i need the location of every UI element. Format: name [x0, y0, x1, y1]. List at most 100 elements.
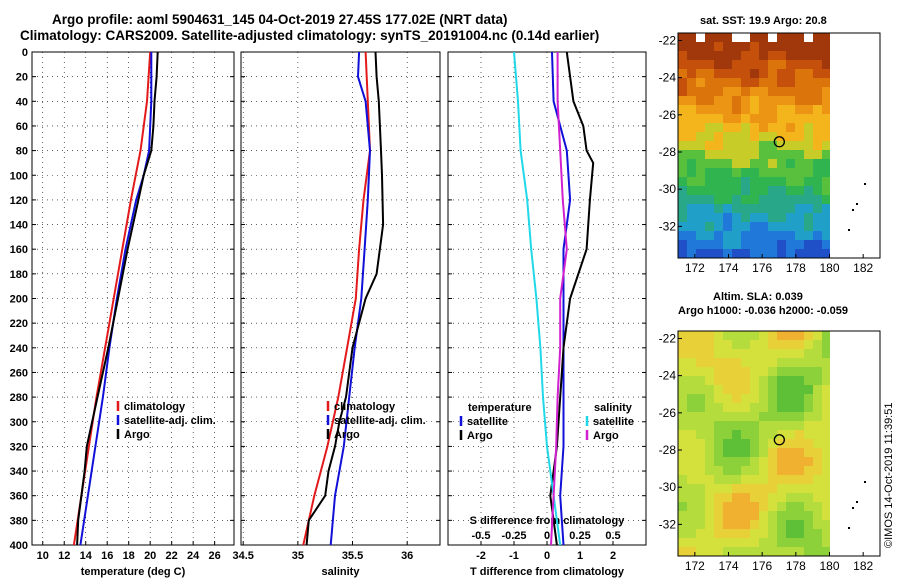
sst-map-cell: [768, 132, 777, 141]
sla-map-cell: [822, 403, 831, 412]
sst-map-cell: [750, 177, 759, 186]
sla-x-tick-label: 180: [819, 559, 839, 573]
sst-map-cell: [768, 177, 777, 186]
sla-map-cell: [777, 394, 786, 403]
sst-map-cell: [678, 195, 687, 204]
sst-map-cell: [705, 78, 714, 87]
sst-map-cell: [777, 114, 786, 123]
sla-map-cell: [750, 448, 759, 457]
sla-y-tick-label: -28: [659, 443, 677, 457]
sla-x-tick-label: 182: [853, 559, 873, 573]
sla-map-cell: [795, 421, 804, 430]
depth-tick-label: 140: [10, 220, 28, 232]
sst-map-cell: [714, 123, 723, 132]
sst-map-cell: [696, 60, 705, 69]
sla-map-cell: [741, 538, 750, 547]
sst-map-cell: [714, 33, 723, 42]
depth-tick-label: 280: [10, 392, 28, 404]
sst-map-cell: [777, 195, 786, 204]
sst-map-cell: [714, 150, 723, 159]
sst-map-cell: [822, 60, 831, 69]
sla-map-cell: [759, 358, 768, 367]
island-icon: [856, 501, 858, 503]
sst-map-cell: [768, 51, 777, 60]
sla-map-cell: [804, 493, 813, 502]
sla-map-cell: [759, 511, 768, 520]
diffS-tick-label: 0: [544, 530, 550, 542]
sst-map-cell: [813, 159, 822, 168]
temp-line-satellite: [79, 52, 153, 546]
sla-map-cell: [696, 403, 705, 412]
depth-tick-label: 320: [10, 441, 28, 453]
sst-map-cell: [759, 195, 768, 204]
temp-tick-label: 26: [209, 550, 221, 562]
sst-map-cell: [696, 141, 705, 150]
sla-map-cell: [750, 367, 759, 376]
sst-map-cell: [696, 105, 705, 114]
sla-map-cell: [732, 502, 741, 511]
sst-map-cell: [687, 240, 696, 249]
sst-map-cell: [813, 87, 822, 96]
sla-map-cell: [741, 331, 750, 340]
sla-map-cell: [786, 511, 795, 520]
sst-map-cell: [813, 249, 822, 258]
sst-map-cell: [813, 213, 822, 222]
sst-map-cell: [732, 114, 741, 123]
sst-map-cell: [795, 240, 804, 249]
sst-map-cell: [723, 168, 732, 177]
sla-map-cell: [804, 520, 813, 529]
sla-map-cell: [777, 475, 786, 484]
sst-map-cell: [777, 150, 786, 159]
sla-map-cell: [804, 421, 813, 430]
sla-map-cell: [687, 403, 696, 412]
sst-map-cell: [732, 249, 741, 258]
sla-map-cell: [705, 439, 714, 448]
sst-map-cell: [750, 159, 759, 168]
sla-map-cell: [732, 439, 741, 448]
sst-map-cell: [813, 60, 822, 69]
sst-map-cell: [777, 60, 786, 69]
sla-map-cell: [750, 502, 759, 511]
depth-tick-label: 380: [10, 515, 28, 527]
sla-x-tick-label: 174: [718, 559, 738, 573]
temp-line-argo: [76, 51, 159, 546]
sst-map-cell: [696, 42, 705, 51]
sla-map-cell: [714, 457, 723, 466]
sla-map-cell: [759, 430, 768, 439]
sst-map-cell: [723, 87, 732, 96]
temp-legend-label: Argo: [124, 429, 150, 441]
panel-frame-2: [447, 51, 647, 546]
sla-map-cell: [795, 367, 804, 376]
sst-map-cell: [750, 222, 759, 231]
sla-map-cell: [768, 439, 777, 448]
sla-map-cell: [750, 484, 759, 493]
sst-map-cell: [777, 105, 786, 114]
sla-map-cell: [795, 511, 804, 520]
sla-map-cell: [714, 538, 723, 547]
sst-map-cell: [813, 42, 822, 51]
sst-map-cell: [732, 69, 741, 78]
sla-map-cell: [786, 367, 795, 376]
sla-map-cell: [777, 547, 786, 556]
sst-map-cell: [777, 204, 786, 213]
sst-map-cell: [696, 168, 705, 177]
temp-tick-label: 22: [166, 550, 178, 562]
sst-map-cell: [714, 195, 723, 204]
sla-map-cell: [705, 367, 714, 376]
sla-map-cell: [678, 484, 687, 493]
sst-map-cell: [795, 69, 804, 78]
sst-map-cell: [777, 159, 786, 168]
sst-map-cell: [687, 123, 696, 132]
sst-map-cell: [678, 132, 687, 141]
sst-map-cell: [741, 249, 750, 258]
sla-map-cell: [813, 484, 822, 493]
sla-map-cell: [768, 421, 777, 430]
sst-map-cell: [786, 240, 795, 249]
sla-map-cell: [822, 394, 831, 403]
sla-map-cell: [768, 385, 777, 394]
sst-map-cell: [732, 186, 741, 195]
sla-map-cell: [813, 466, 822, 475]
sla-map-cell: [822, 502, 831, 511]
sst-map-cell: [813, 123, 822, 132]
sst-map-cell: [804, 195, 813, 204]
